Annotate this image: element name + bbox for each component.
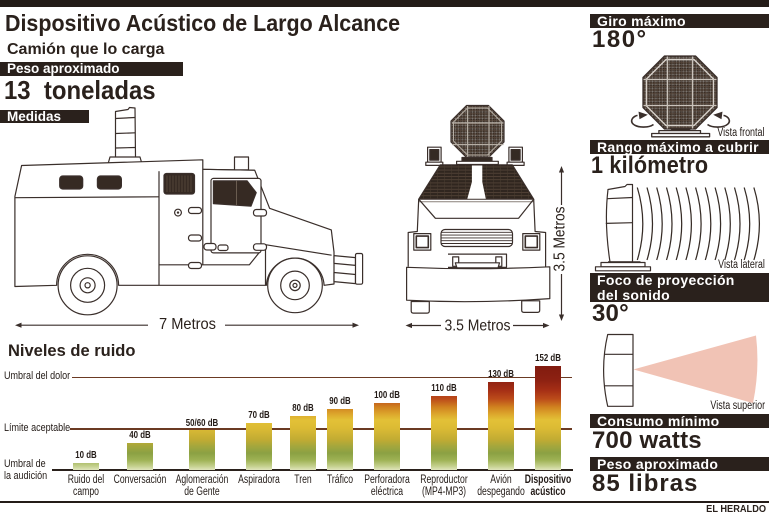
- svg-text:3.5 Metros: 3.5 Metros: [552, 207, 569, 272]
- svg-text:7 Metros: 7 Metros: [159, 316, 216, 333]
- svg-text:3.5 Metros: 3.5 Metros: [445, 318, 511, 335]
